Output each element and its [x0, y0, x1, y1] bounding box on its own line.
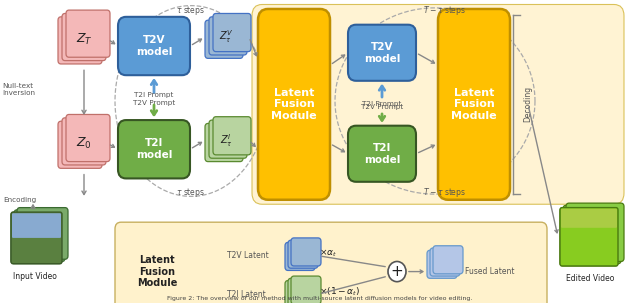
FancyBboxPatch shape	[560, 208, 618, 266]
FancyBboxPatch shape	[291, 276, 321, 303]
Text: T2I Prompt: T2I Prompt	[362, 101, 402, 107]
FancyBboxPatch shape	[66, 115, 110, 161]
Text: $Z_T$: $Z_T$	[76, 32, 92, 47]
Text: Fused Latent: Fused Latent	[465, 267, 515, 276]
Text: T2V Prompt: T2V Prompt	[133, 100, 175, 106]
FancyBboxPatch shape	[213, 13, 251, 52]
FancyBboxPatch shape	[14, 210, 65, 261]
Text: Figure 2: The overview of our method with multi-source latent diffusion models f: Figure 2: The overview of our method wit…	[167, 296, 473, 301]
Text: T2V Prompt: T2V Prompt	[361, 104, 403, 110]
Text: T2I Prompt: T2I Prompt	[134, 92, 173, 98]
FancyBboxPatch shape	[118, 17, 190, 75]
Text: Latent
Fusion
Module: Latent Fusion Module	[451, 88, 497, 121]
Text: $T - \tau$ steps: $T - \tau$ steps	[424, 186, 467, 199]
FancyBboxPatch shape	[12, 213, 61, 238]
Text: $Z_0$: $Z_0$	[76, 136, 92, 151]
Text: $\times \alpha_t$: $\times \alpha_t$	[319, 248, 337, 259]
FancyBboxPatch shape	[285, 242, 315, 271]
FancyBboxPatch shape	[258, 9, 330, 200]
FancyBboxPatch shape	[11, 212, 62, 264]
Text: T2I
model: T2I model	[364, 143, 400, 165]
Text: $T - \tau$ steps: $T - \tau$ steps	[424, 5, 467, 18]
Text: +: +	[390, 264, 403, 279]
FancyBboxPatch shape	[62, 13, 106, 61]
FancyBboxPatch shape	[205, 20, 243, 58]
Text: T2V Latent: T2V Latent	[227, 251, 269, 260]
FancyBboxPatch shape	[288, 240, 318, 268]
FancyBboxPatch shape	[252, 5, 624, 204]
Text: T2V
model: T2V model	[136, 35, 172, 57]
Text: $\tau$ steps: $\tau$ steps	[177, 5, 205, 18]
FancyBboxPatch shape	[288, 278, 318, 303]
Text: T2V
model: T2V model	[364, 42, 400, 64]
FancyBboxPatch shape	[291, 238, 321, 266]
FancyBboxPatch shape	[438, 9, 510, 200]
FancyBboxPatch shape	[66, 10, 110, 57]
Text: $\times (1-\alpha_t)$: $\times (1-\alpha_t)$	[319, 285, 360, 298]
Text: T2I
model: T2I model	[136, 138, 172, 160]
Text: $\tau$ steps: $\tau$ steps	[177, 186, 205, 199]
Text: Encoding: Encoding	[3, 197, 36, 203]
FancyBboxPatch shape	[348, 25, 416, 81]
FancyBboxPatch shape	[566, 203, 624, 261]
FancyBboxPatch shape	[285, 281, 315, 303]
Text: Latent
Fusion
Module: Latent Fusion Module	[137, 255, 177, 288]
FancyBboxPatch shape	[563, 205, 621, 264]
Circle shape	[388, 261, 406, 282]
FancyBboxPatch shape	[17, 208, 68, 259]
FancyBboxPatch shape	[427, 250, 457, 278]
Text: Decoding: Decoding	[523, 86, 532, 122]
Text: Edited Video: Edited Video	[566, 274, 614, 283]
FancyBboxPatch shape	[213, 117, 251, 155]
Text: $Z_\tau^V$: $Z_\tau^V$	[219, 28, 234, 45]
FancyBboxPatch shape	[348, 126, 416, 182]
FancyBboxPatch shape	[209, 17, 247, 55]
FancyBboxPatch shape	[58, 121, 102, 168]
Text: $Z_\tau^I$: $Z_\tau^I$	[220, 132, 232, 149]
FancyBboxPatch shape	[205, 123, 243, 161]
FancyBboxPatch shape	[11, 212, 62, 264]
Text: Null-text
Inversion: Null-text Inversion	[2, 83, 35, 96]
FancyBboxPatch shape	[115, 222, 547, 303]
Text: Input Video: Input Video	[13, 271, 57, 281]
FancyBboxPatch shape	[209, 120, 247, 158]
FancyBboxPatch shape	[433, 246, 463, 274]
FancyBboxPatch shape	[62, 118, 106, 165]
FancyBboxPatch shape	[118, 120, 190, 178]
Text: Latent
Fusion
Module: Latent Fusion Module	[271, 88, 317, 121]
FancyBboxPatch shape	[561, 209, 617, 228]
FancyBboxPatch shape	[58, 17, 102, 64]
Text: T2I Latent: T2I Latent	[227, 290, 266, 298]
FancyBboxPatch shape	[560, 208, 618, 266]
FancyBboxPatch shape	[430, 248, 460, 276]
